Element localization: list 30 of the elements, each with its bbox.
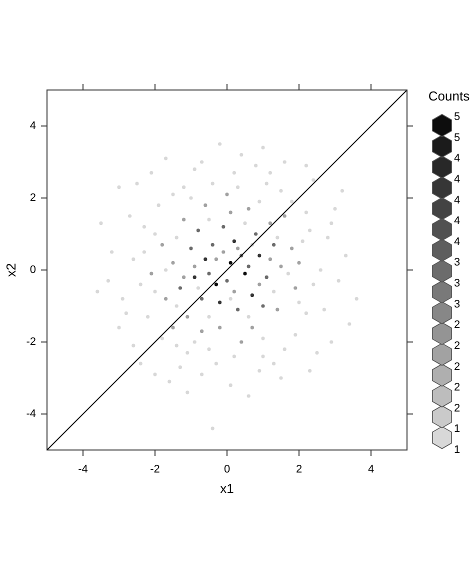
color-bar-label: 4: [454, 173, 460, 186]
x-axis-title: x1: [220, 480, 234, 496]
color-bar-label: 2: [454, 402, 460, 414]
color-bar-label: 4: [454, 152, 460, 165]
color-bar-label: 4: [454, 194, 460, 206]
color-bar-label: 1: [454, 423, 460, 436]
color-bar-label: 4: [454, 236, 460, 248]
color-bar-title: Counts: [428, 88, 470, 104]
x-tick-label: 0: [224, 464, 230, 476]
x-tick-label: 4: [368, 464, 374, 476]
x-tick-label: -4: [78, 464, 88, 476]
y-axis-title: x2: [3, 263, 18, 277]
color-bar-label: 1: [454, 444, 460, 456]
x-tick-label: -2: [150, 464, 160, 476]
y-tick-label: 4: [30, 120, 36, 132]
color-bar-label: 2: [454, 319, 460, 332]
color-bar-label: 3: [454, 278, 460, 290]
color-bar-label: 5: [454, 132, 460, 144]
color-bar-label: 2: [454, 360, 460, 373]
y-tick-label: 2: [30, 192, 36, 204]
color-bar-label: 2: [454, 340, 460, 352]
color-bar-label: 3: [454, 298, 460, 310]
color-bar-label: 4: [454, 215, 460, 228]
y-tick-label: -2: [26, 336, 36, 348]
color-bar-label: 5: [454, 111, 460, 124]
color-bar-label: 2: [454, 382, 460, 394]
y-tick-label: 0: [30, 264, 36, 276]
x-tick-label: 2: [296, 464, 302, 476]
color-bar-label: 3: [454, 256, 460, 269]
y-tick-label: -4: [26, 408, 36, 420]
